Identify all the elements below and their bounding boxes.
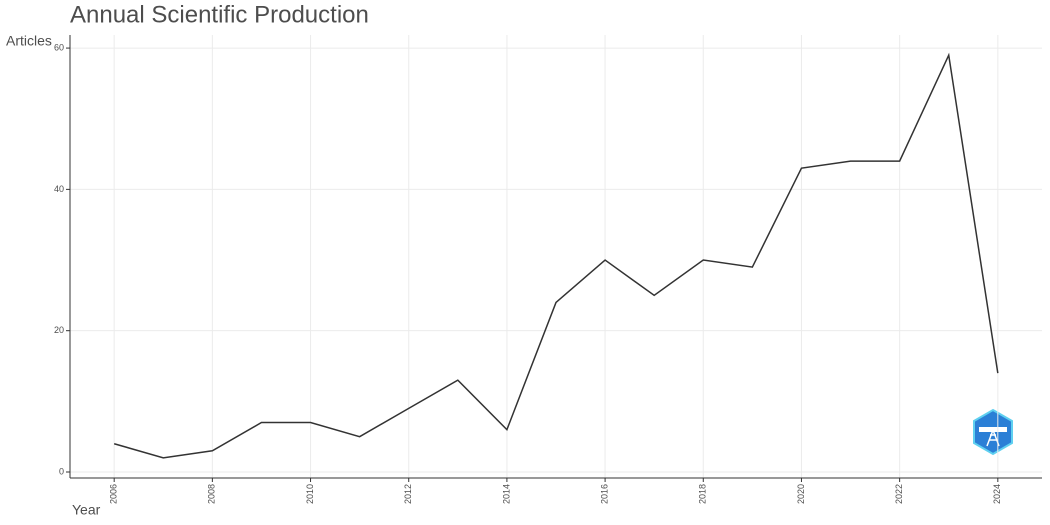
x-tick-label: 2006 bbox=[109, 484, 119, 504]
y-tick-label: 40 bbox=[54, 184, 64, 194]
y-axis-label: Articles bbox=[6, 33, 52, 49]
data-line bbox=[113, 52, 999, 459]
x-tick-label: 2014 bbox=[501, 484, 511, 504]
y-tick-label: 60 bbox=[54, 42, 64, 52]
x-tick-label: 2008 bbox=[207, 484, 217, 504]
x-axis-label: Year bbox=[72, 502, 101, 518]
x-tick-label: 2010 bbox=[305, 484, 315, 504]
x-tick-label: 2016 bbox=[599, 484, 609, 504]
x-tick-label: 2012 bbox=[403, 484, 413, 504]
x-tick-label: 2020 bbox=[796, 484, 806, 504]
x-tick-label: 2024 bbox=[992, 484, 1002, 504]
x-tick-label: 2018 bbox=[698, 484, 708, 504]
y-tick-label: 20 bbox=[54, 325, 64, 335]
y-tick-label: 0 bbox=[59, 466, 64, 476]
x-tick-label: 2022 bbox=[894, 484, 904, 504]
chart-title: Annual Scientific Production bbox=[70, 1, 369, 28]
logo bbox=[973, 408, 1013, 456]
